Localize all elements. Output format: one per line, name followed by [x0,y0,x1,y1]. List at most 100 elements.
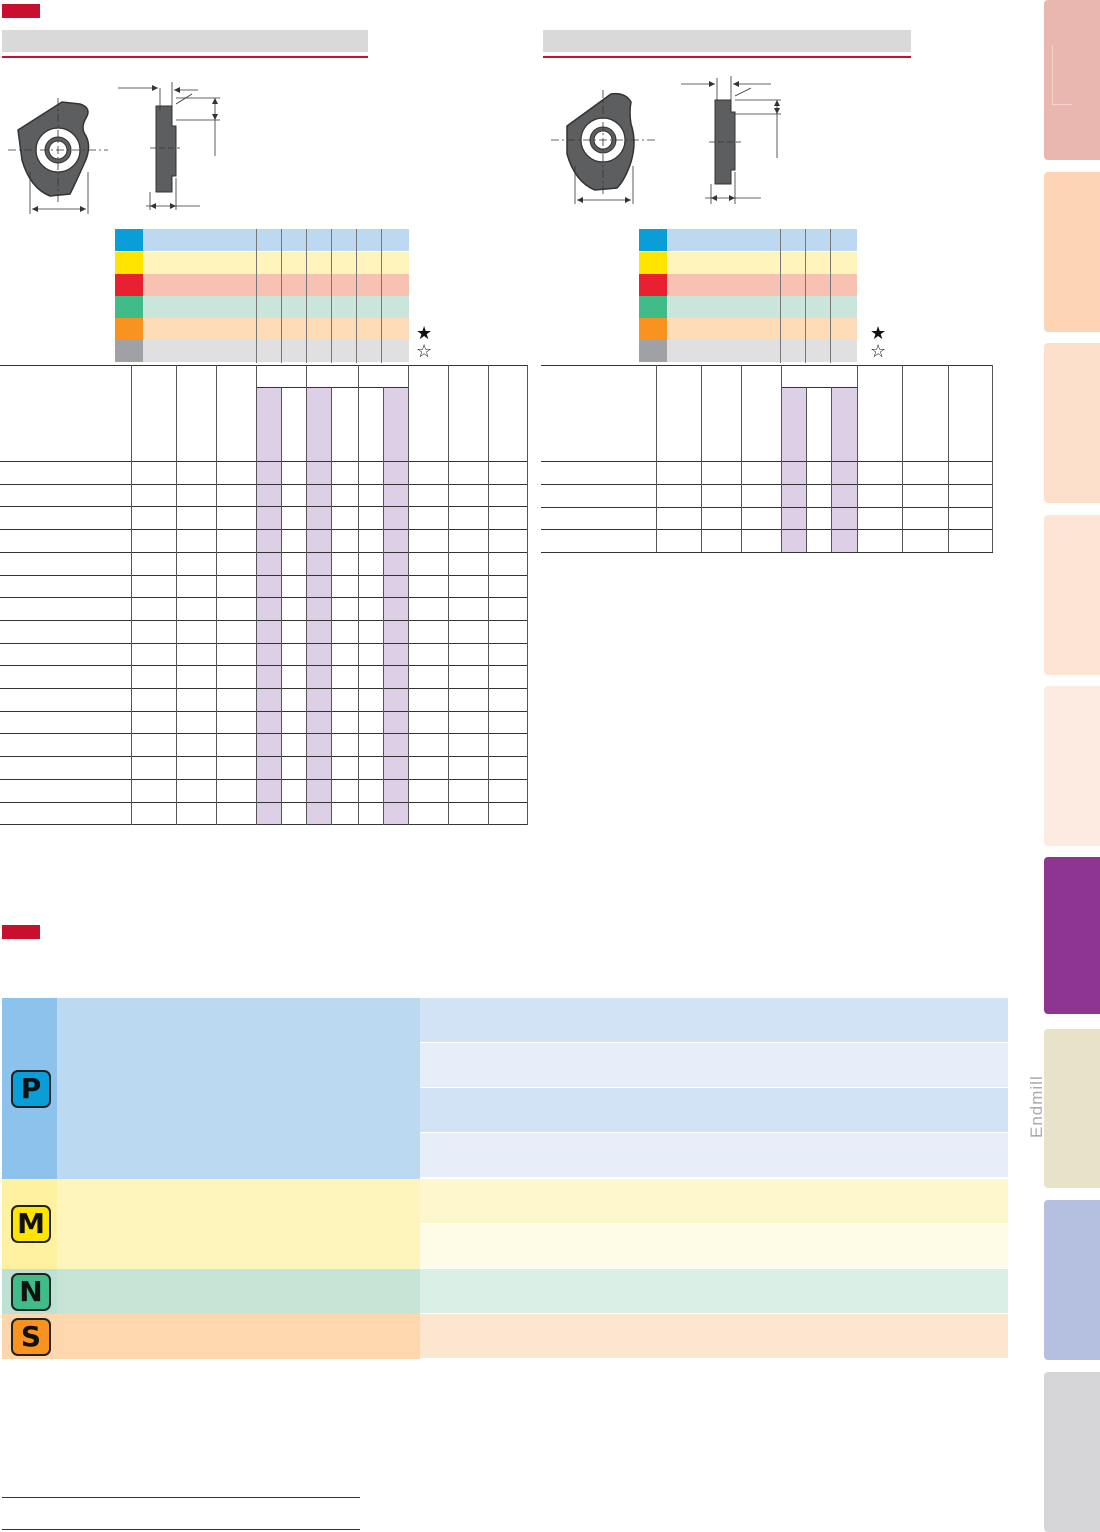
material-p-badge: P [11,1069,51,1108]
table-row [541,529,993,552]
section-marker [2,925,40,939]
side-nav-tab-mark [1052,104,1072,105]
table-rule [541,365,993,366]
table-rule [541,529,993,531]
table-row [0,643,528,666]
table-row [0,620,528,643]
footnote-rule [2,1529,360,1530]
table-row [0,688,528,711]
table-col-rule [176,365,177,825]
table-col-rule [281,387,282,825]
grade-column-highlight [383,387,408,825]
grade-color-swatch [639,296,667,318]
table-rule [0,551,528,553]
table-row [0,756,528,779]
table-row [0,575,528,598]
material-m-badge: M [11,1205,51,1243]
left-insert-drawing [8,82,220,214]
grade-color-band [667,340,857,362]
table-rule [0,801,528,803]
grade-color-swatch [115,340,143,362]
side-nav-tab[interactable] [1044,1372,1100,1532]
table-rule [0,756,528,758]
table-rule [541,506,993,508]
table-rule [0,733,528,735]
table-row [0,461,528,484]
table-col-rule [331,387,332,825]
table-row [0,733,528,756]
table-col-rule [306,365,307,825]
star-outline-icon: ☆ [416,341,433,362]
condition-row [420,1314,1008,1359]
table-col-rule [216,365,217,825]
table-rule [0,597,528,599]
grade-color-swatch [115,296,143,318]
table-col-rule [781,365,782,552]
condition-row [420,1179,1008,1224]
grade-color-band [143,296,409,318]
side-nav-tab[interactable] [1044,0,1100,160]
table-row [0,552,528,575]
grade-color-band [667,229,857,251]
legend-divider [381,229,382,363]
table-col-rule [806,387,807,552]
grade-color-swatch [115,274,143,296]
legend-divider [805,229,806,363]
side-nav-tab-mark [1052,45,1053,105]
grade-column-highlight [781,387,806,552]
legend-divider [256,229,257,363]
table-col-rule [831,387,832,552]
table-row [0,529,528,552]
grade-color-swatch [639,229,667,251]
table-rule [0,529,528,531]
grade-color-band [667,296,857,318]
right-grade-legend [639,229,857,365]
table-rule [0,365,528,366]
table-rule [0,574,528,576]
table-row [0,779,528,802]
grade-color-band [667,252,857,274]
table-col-rule [741,365,742,552]
right-insert-front-view [551,90,655,204]
table-col-rule [448,365,449,825]
table-rule [0,506,528,508]
left-insert-side-view [118,82,220,210]
table-col-rule [488,365,489,825]
grade-color-band [143,229,409,251]
table-rule [0,665,528,667]
right-spec-table [541,365,996,555]
table-row [0,711,528,734]
table-rule [0,483,528,485]
grade-color-swatch [115,252,143,274]
table-row [0,597,528,620]
grade-column-highlight [256,387,281,825]
material-s-badge: S [11,1317,51,1356]
grade-color-swatch [115,318,143,340]
right-title-underline [543,56,911,58]
table-row [541,507,993,530]
right-insert-side-view [681,76,781,204]
star-filled-icon: ★ [416,323,433,344]
side-nav-tab[interactable] [1044,1200,1100,1360]
table-col-rule [527,365,528,825]
legend-divider [281,229,282,363]
table-col-rule [408,365,409,825]
table-col-rule [902,365,903,552]
table-rule [0,688,528,689]
condition-row [420,1043,1008,1088]
side-nav-tab[interactable] [1044,1029,1100,1188]
side-nav-tab[interactable] [1044,172,1100,332]
grade-color-band [667,318,857,340]
table-col-rule [992,365,993,552]
table-rule [0,824,528,826]
side-nav-tab[interactable] [1044,857,1100,1014]
condition-row [420,1224,1008,1269]
material-description-cell [57,1179,420,1269]
side-nav-tab[interactable] [1044,343,1100,503]
condition-row [420,1269,1008,1314]
side-nav-tab[interactable] [1044,686,1100,846]
condition-row [420,1088,1008,1133]
table-col-rule [701,365,702,552]
side-nav-tab[interactable] [1044,515,1100,675]
grade-color-band [143,252,409,274]
